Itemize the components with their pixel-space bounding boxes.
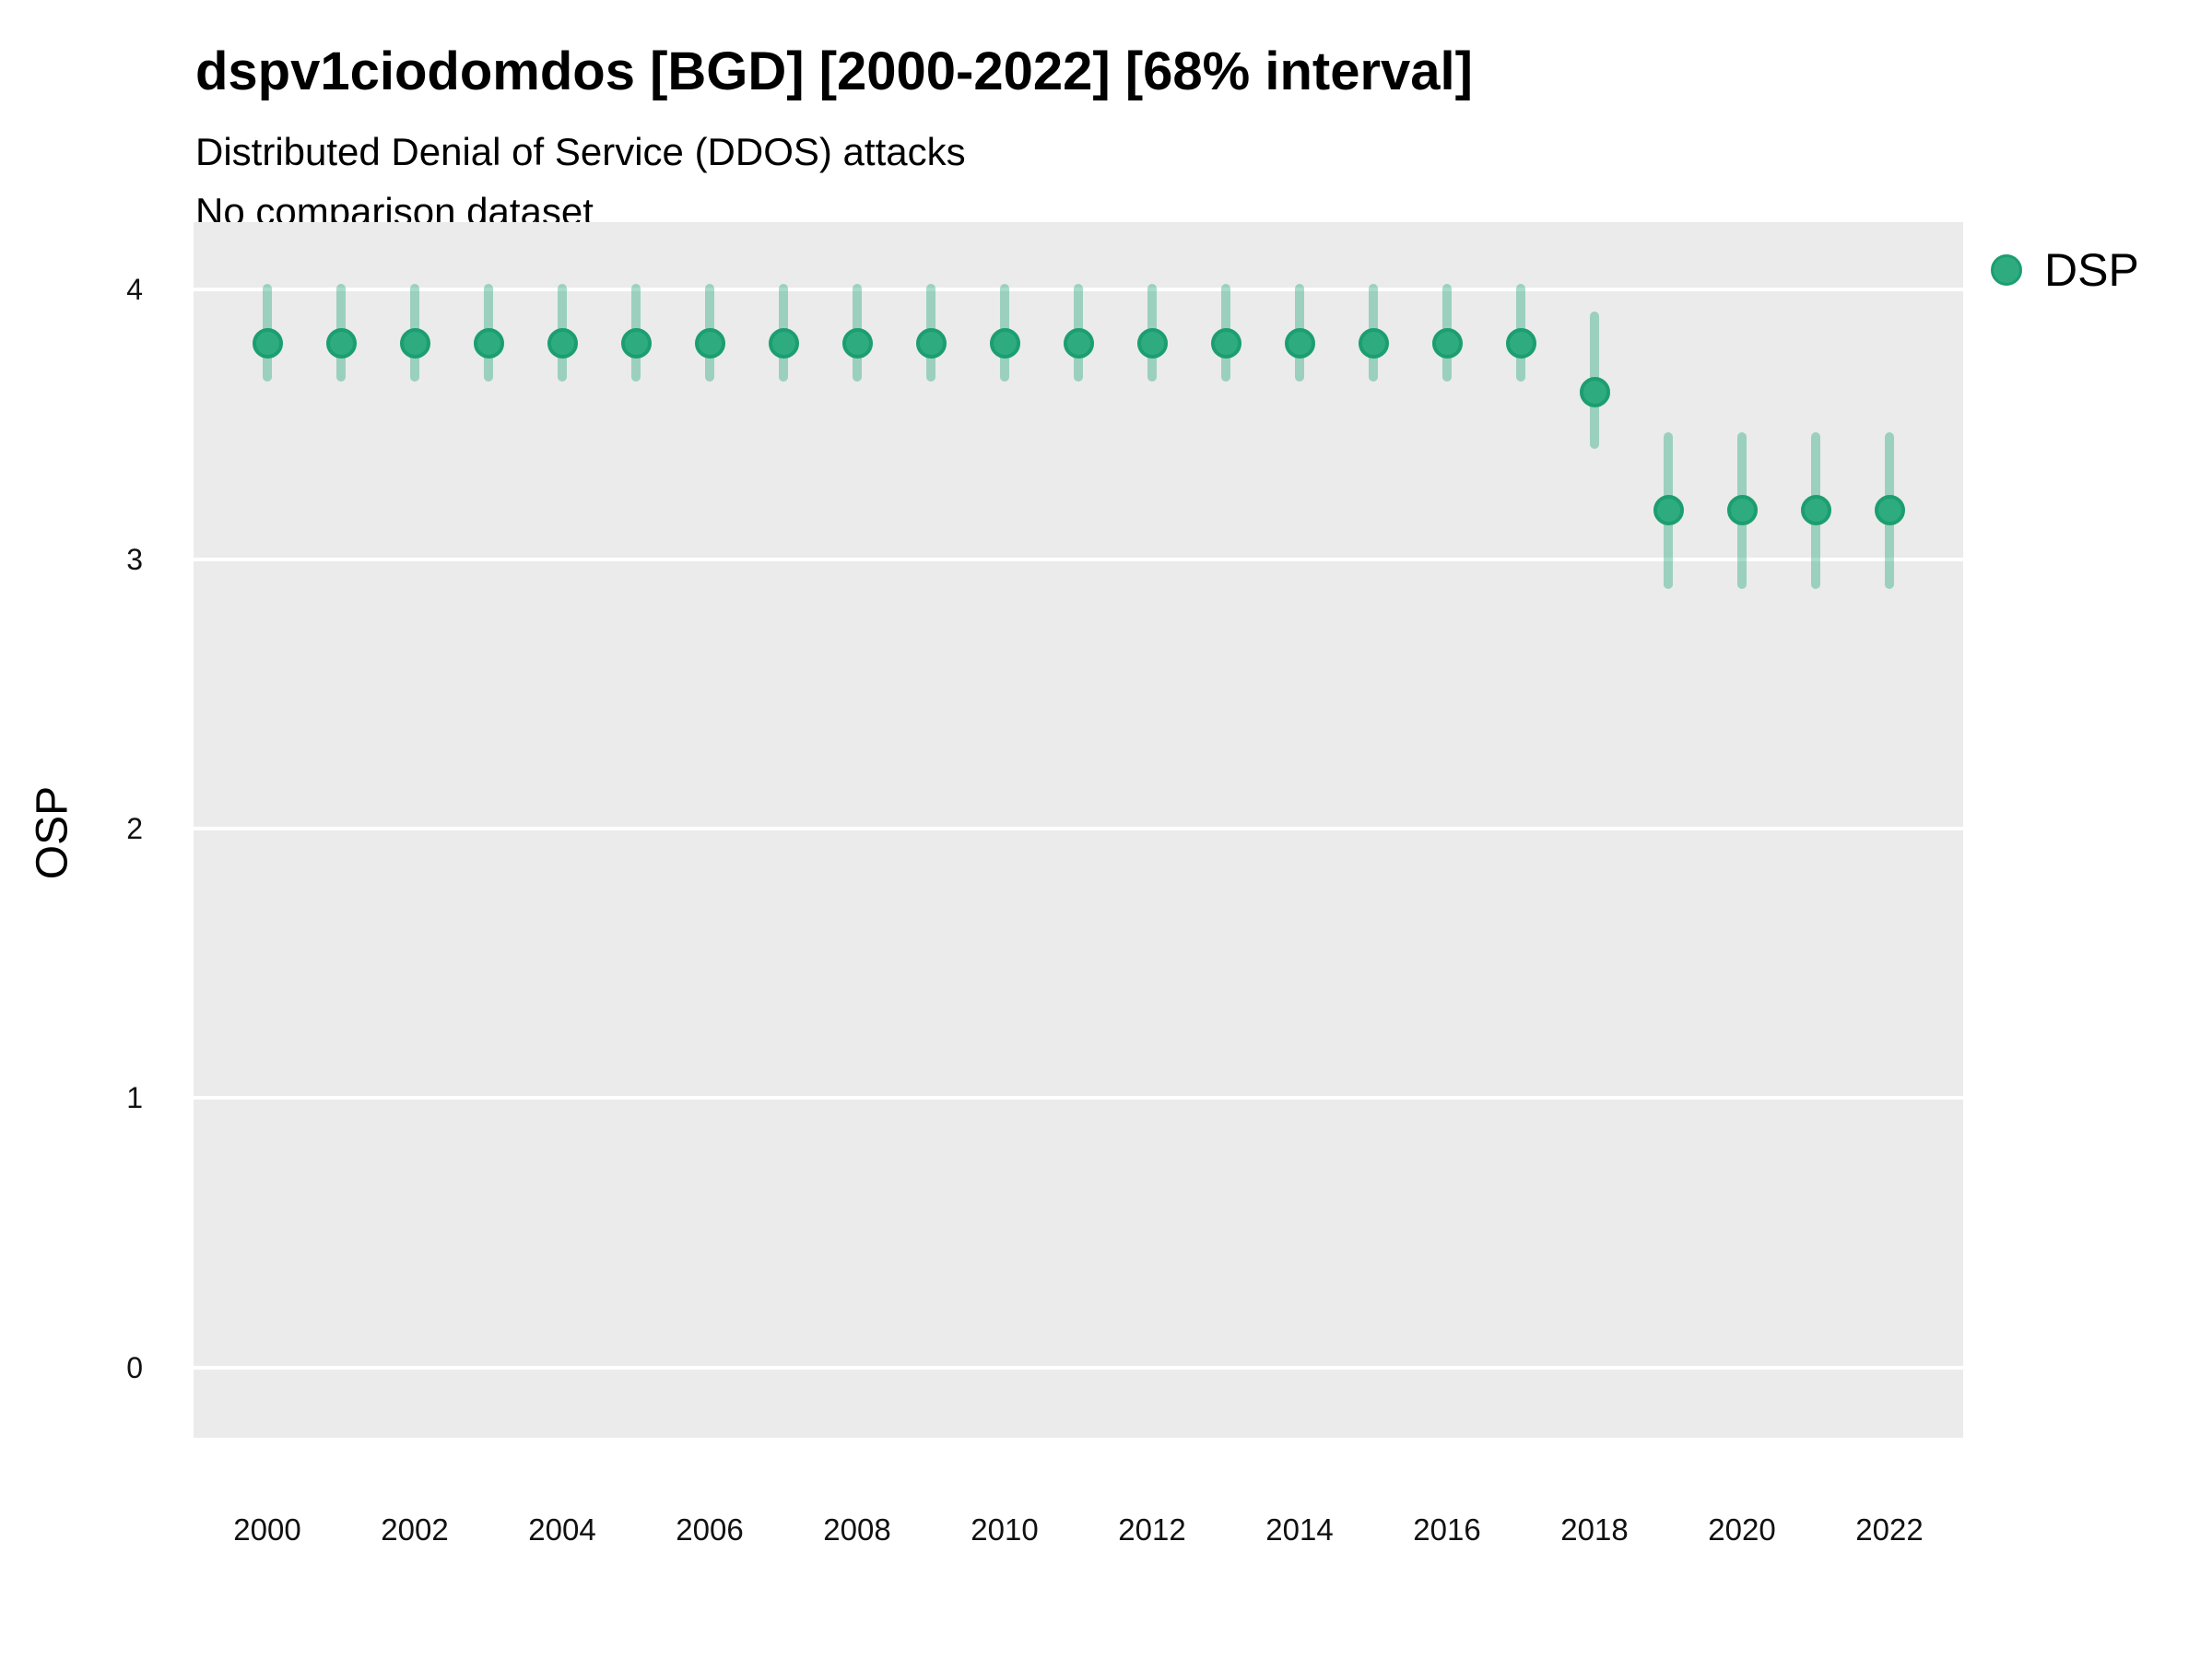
gridline-y-1 xyxy=(194,1096,1963,1100)
legend-label: DSP xyxy=(2044,244,2139,296)
y-tick-label-0: 0 xyxy=(126,1350,143,1384)
gridline-y-0 xyxy=(194,1365,1963,1370)
data-point-2000 xyxy=(252,328,283,359)
legend-dot-icon xyxy=(1991,254,2022,286)
data-point-2010 xyxy=(989,328,1020,359)
data-point-2018 xyxy=(1579,376,1610,407)
chart-title: dspv1ciodomdos [BGD] [2000-2022] [68% in… xyxy=(195,41,1473,101)
y-tick-label-3: 3 xyxy=(126,542,143,576)
chart-subtitle: Distributed Denial of Service (DDOS) att… xyxy=(195,130,966,173)
x-tick-label-2014: 2014 xyxy=(1265,1512,1334,1547)
data-point-2004 xyxy=(547,328,578,359)
legend: DSP xyxy=(1991,247,2139,293)
data-point-2017 xyxy=(1505,328,1536,359)
data-point-2007 xyxy=(768,328,799,359)
data-point-2020 xyxy=(1726,495,1758,526)
gridline-y-4 xyxy=(194,288,1963,292)
x-tick-label-2004: 2004 xyxy=(528,1512,596,1547)
x-tick-label-2018: 2018 xyxy=(1560,1512,1629,1547)
x-tick-label-2012: 2012 xyxy=(1118,1512,1186,1547)
x-tick-label-2022: 2022 xyxy=(1855,1512,1924,1547)
data-point-2006 xyxy=(694,328,725,359)
y-tick-label-1: 1 xyxy=(126,1081,143,1115)
data-point-2003 xyxy=(473,328,504,359)
data-point-2016 xyxy=(1431,328,1463,359)
data-point-2015 xyxy=(1358,328,1389,359)
x-tick-label-2006: 2006 xyxy=(676,1512,744,1547)
x-tick-label-2008: 2008 xyxy=(823,1512,891,1547)
gridline-y-3 xyxy=(194,557,1963,561)
x-tick-label-2020: 2020 xyxy=(1708,1512,1776,1547)
x-tick-label-2002: 2002 xyxy=(381,1512,449,1547)
data-point-2012 xyxy=(1136,328,1168,359)
x-tick-label-2000: 2000 xyxy=(233,1512,301,1547)
data-point-2011 xyxy=(1063,328,1094,359)
data-point-2001 xyxy=(325,328,357,359)
data-point-2005 xyxy=(620,328,652,359)
data-point-2008 xyxy=(841,328,873,359)
x-tick-label-2010: 2010 xyxy=(971,1512,1039,1547)
data-point-2021 xyxy=(1800,495,1831,526)
data-point-2013 xyxy=(1210,328,1241,359)
y-tick-label-2: 2 xyxy=(126,812,143,846)
y-tick-label-4: 4 xyxy=(126,273,143,307)
data-point-2019 xyxy=(1653,495,1684,526)
data-point-2022 xyxy=(1874,495,1905,526)
data-point-2014 xyxy=(1284,328,1315,359)
data-point-2009 xyxy=(915,328,947,359)
plot-area xyxy=(194,222,1963,1438)
gridline-y-2 xyxy=(194,827,1963,831)
x-tick-label-2016: 2016 xyxy=(1413,1512,1481,1547)
data-point-2002 xyxy=(399,328,430,359)
